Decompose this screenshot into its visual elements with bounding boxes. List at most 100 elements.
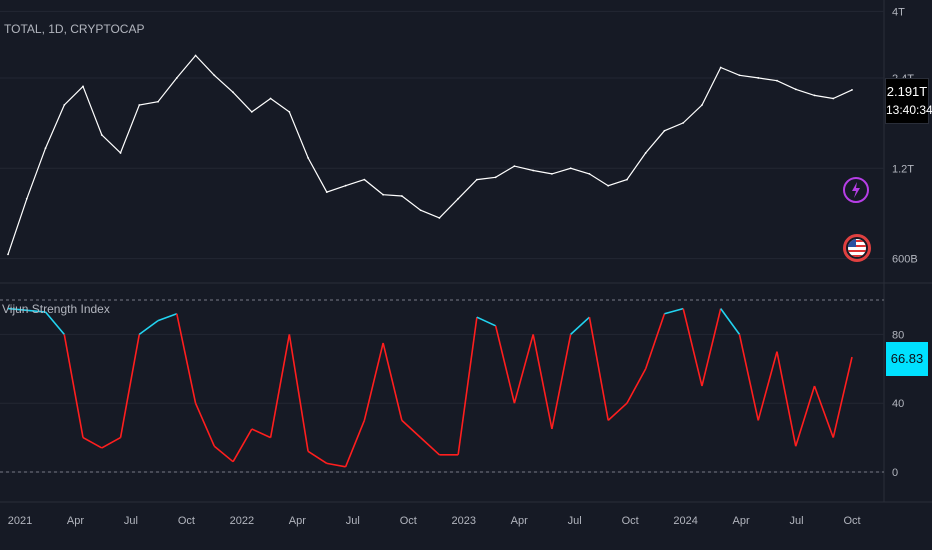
symbol-title[interactable]: TOTAL, 1D, CRYPTOCAP	[4, 22, 145, 36]
price-point	[138, 104, 141, 106]
price-point	[269, 97, 272, 100]
oscillator-series	[7, 307, 853, 468]
osc-segment	[457, 317, 478, 455]
osc-segment	[607, 402, 628, 421]
price-tick-label: 4T	[892, 6, 905, 18]
price-point	[813, 94, 816, 97]
osc-segment	[194, 402, 216, 447]
oscillator-axis: 0 40 80	[892, 329, 904, 479]
price-point	[457, 197, 460, 200]
time-tick-label: Apr	[289, 515, 306, 527]
price-point	[644, 152, 647, 154]
price-point	[157, 100, 159, 103]
flash-icon[interactable]	[843, 177, 869, 203]
price-point	[588, 172, 591, 175]
time-axis[interactable]: 2021 Apr Jul Oct 2022 Apr Jul Oct 2023 Apr Jul Oct 2…	[8, 515, 861, 527]
price-point	[757, 77, 760, 79]
osc-tick-label: 0	[892, 467, 898, 479]
price-point	[494, 176, 497, 179]
price-point	[213, 74, 216, 77]
price-point	[438, 217, 441, 219]
price-point	[44, 147, 47, 150]
price-point	[100, 134, 103, 136]
osc-segment	[44, 311, 65, 335]
osc-segment	[251, 428, 271, 439]
price-point	[419, 209, 422, 212]
price-point	[307, 156, 309, 159]
indicator-value-badge: 66.83	[886, 342, 928, 376]
price-point	[400, 195, 403, 197]
osc-segment	[176, 313, 197, 404]
osc-segment	[644, 313, 666, 370]
us-flag-icon[interactable]	[843, 234, 871, 262]
price-line	[7, 54, 853, 255]
osc-segment	[476, 316, 496, 327]
price-point	[738, 74, 741, 77]
osc-segment	[401, 419, 422, 439]
price-point	[663, 129, 666, 132]
osc-segment	[326, 462, 346, 468]
osc-segment	[119, 334, 141, 438]
time-tick-label: 2021	[8, 515, 32, 527]
osc-segment	[26, 309, 46, 313]
price-point	[175, 77, 178, 79]
osc-segment	[701, 308, 722, 387]
price-point	[832, 97, 835, 100]
price-tick-label: 600B	[892, 254, 918, 266]
price-point	[701, 104, 703, 106]
price-point	[513, 165, 516, 168]
price-point	[569, 167, 572, 170]
price-point	[532, 169, 535, 172]
osc-segment	[269, 334, 291, 438]
price-series	[7, 54, 853, 256]
price-point	[250, 110, 253, 113]
price-point	[607, 184, 610, 187]
grid-lines	[0, 0, 932, 503]
osc-segment	[82, 436, 103, 449]
time-tick-label: Oct	[843, 515, 860, 527]
price-point	[382, 193, 385, 196]
price-point	[851, 88, 853, 91]
time-tick-label: 2022	[230, 515, 254, 527]
osc-segment	[63, 334, 84, 438]
osc-segment	[420, 437, 440, 456]
price-point	[82, 85, 84, 88]
price-point	[325, 191, 328, 193]
osc-segment	[307, 450, 328, 465]
osc-tick-label: 80	[892, 329, 904, 341]
osc-segment	[794, 385, 816, 447]
osc-segment	[832, 356, 853, 438]
osc-segment	[532, 334, 553, 430]
osc-segment	[213, 445, 234, 463]
osc-segment	[7, 307, 27, 312]
price-point	[232, 91, 234, 94]
price-point	[719, 66, 722, 69]
price-point	[63, 104, 66, 106]
osc-segment	[682, 308, 703, 387]
osc-segment	[288, 334, 309, 452]
indicator-title[interactable]: Vijun Strength Index	[2, 302, 110, 316]
price-point	[776, 79, 778, 82]
osc-segment	[382, 342, 403, 421]
osc-segment	[738, 334, 760, 421]
time-tick-label: 2023	[451, 515, 475, 527]
time-tick-label: Oct	[400, 515, 417, 527]
price-point	[682, 121, 685, 124]
time-tick-label: Oct	[178, 515, 195, 527]
osc-segment	[588, 317, 609, 421]
time-tick-label: Apr	[67, 515, 84, 527]
time-tick-label: 2024	[673, 515, 697, 527]
osc-segment	[138, 319, 159, 336]
countdown-label: 13:40:34	[886, 103, 932, 117]
osc-segment	[157, 313, 178, 322]
price-point	[344, 184, 347, 187]
osc-segment	[101, 436, 121, 449]
time-tick-label: Jul	[346, 515, 360, 527]
time-tick-label: Oct	[622, 515, 639, 527]
price-point	[194, 54, 197, 57]
osc-segment	[232, 428, 253, 463]
osc-segment	[720, 308, 741, 335]
